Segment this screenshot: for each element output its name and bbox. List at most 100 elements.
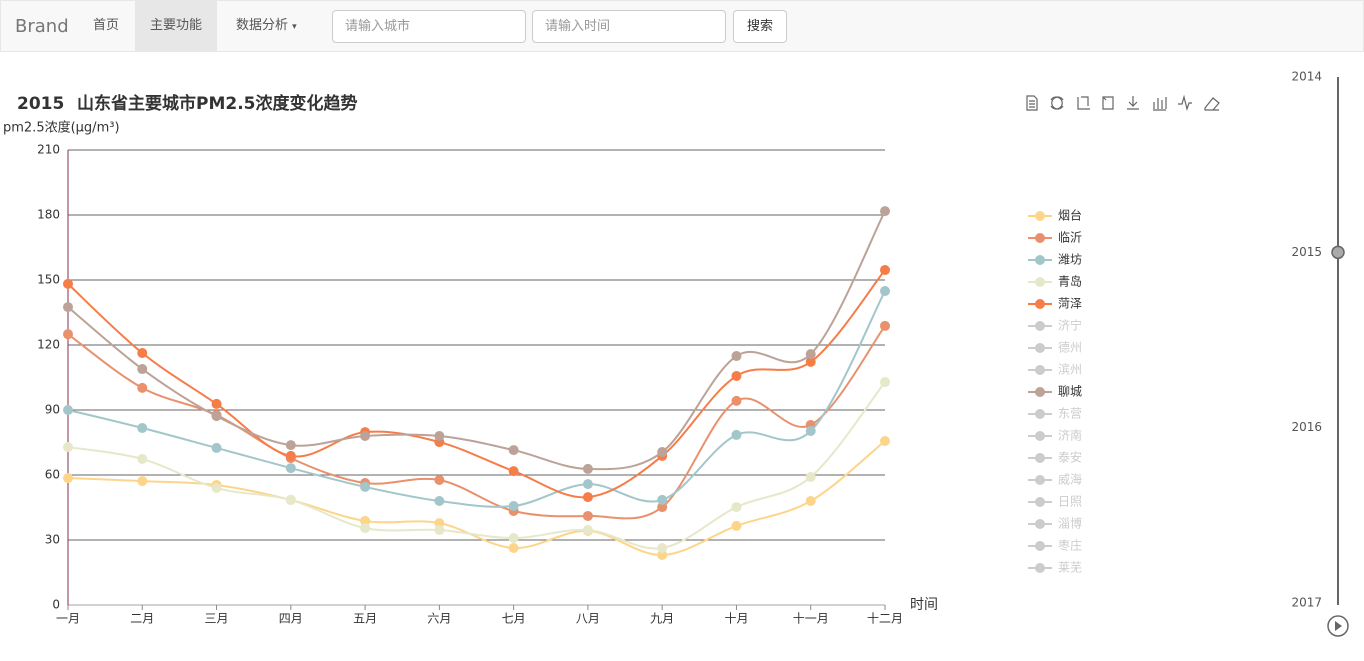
x-tick-label: 十月 [724, 612, 748, 626]
legend-icon [1035, 233, 1045, 243]
data-point [880, 265, 890, 276]
data-point [805, 426, 816, 437]
data-point [63, 405, 73, 415]
y-tick-label: 180 [37, 208, 60, 222]
legend-icon [1035, 541, 1045, 551]
data-point [137, 453, 148, 464]
play-button[interactable] [1327, 615, 1349, 637]
y-tick-label: 0 [52, 598, 60, 612]
data-point [508, 466, 519, 477]
nav-item[interactable]: 首页 [93, 18, 120, 33]
legend-label[interactable]: 菏泽 [1058, 297, 1082, 311]
tool-save[interactable] [1127, 96, 1139, 110]
y-axis-label: pm2.5浓度(μg/m³) [3, 120, 120, 136]
timeline-label[interactable]: 2015 [1291, 245, 1322, 259]
x-tick-label: 三月 [205, 612, 229, 626]
legend-label[interactable]: 威海 [1058, 472, 1082, 487]
legend-label[interactable]: 泰安 [1058, 450, 1082, 465]
nav-item[interactable]: 数据分析 ▾ [236, 18, 297, 33]
legend-icon [1035, 497, 1045, 507]
legend-label[interactable]: 淄博 [1058, 516, 1082, 531]
nav-item[interactable]: 主要功能 [135, 1, 218, 51]
legend-icon [1035, 321, 1045, 331]
y-tick-label: 60 [45, 468, 60, 482]
legend-label[interactable]: 东营 [1058, 407, 1082, 421]
city-input[interactable]: 请输入城市 [332, 10, 526, 43]
data-point [731, 429, 742, 440]
legend-icon [1035, 409, 1045, 419]
data-point [657, 494, 668, 505]
legend-icon [1035, 431, 1045, 441]
y-tick-label: 210 [37, 143, 60, 157]
legend-icon [1035, 255, 1045, 265]
y-tick-label: 150 [37, 273, 60, 287]
data-point [657, 549, 668, 560]
data-point [657, 447, 668, 458]
legend-label[interactable]: 日照 [1058, 495, 1082, 509]
data-point [434, 525, 445, 536]
data-point [434, 431, 445, 441]
data-point [805, 349, 816, 360]
data-point [880, 286, 890, 297]
x-tick-label: 九月 [650, 612, 674, 626]
tool-data-view[interactable] [1026, 95, 1038, 111]
data-point [211, 398, 222, 409]
legend-label[interactable]: 枣庄 [1058, 538, 1082, 553]
tool-clear[interactable] [1204, 97, 1220, 111]
time-input[interactable]: 请输入时间 [532, 10, 726, 43]
data-point [880, 377, 890, 388]
y-tick-label: 120 [37, 338, 60, 352]
tool-bar[interactable] [1153, 97, 1167, 111]
tool-restore[interactable] [1050, 96, 1064, 110]
y-tick-label: 90 [45, 403, 60, 417]
data-point [211, 483, 222, 493]
data-point [285, 440, 296, 451]
legend-label[interactable]: 聊城 [1058, 385, 1082, 399]
legend-label[interactable]: 德州 [1058, 340, 1082, 355]
data-point [508, 500, 519, 511]
x-tick-label: 四月 [279, 612, 303, 626]
data-point [582, 479, 593, 490]
data-point [137, 364, 148, 375]
navbar: Brand 首页 主要功能 数据分析 ▾ 请输入城市 请输入时间 搜索 [0, 0, 1364, 52]
legend-label[interactable]: 莱芜 [1058, 561, 1082, 575]
series-line [67, 269, 886, 499]
data-point [434, 518, 445, 529]
data-point [582, 525, 593, 536]
legend-label[interactable]: 烟台 [1058, 208, 1082, 223]
data-point [434, 496, 445, 506]
timeline-label[interactable]: 2017 [1291, 596, 1322, 610]
legend-icon [1035, 475, 1045, 485]
data-point [137, 422, 148, 433]
tool-zoom[interactable] [1077, 96, 1090, 110]
data-point [63, 278, 73, 289]
legend-label[interactable]: 滨州 [1058, 362, 1082, 377]
chart: 2015 山东省主要城市PM2.5浓度变化趋势 pm2.5浓度(μg/m³) 时… [3, 70, 1349, 637]
legend-label[interactable]: 临沂 [1058, 231, 1082, 245]
search-button[interactable]: 搜索 [733, 10, 787, 43]
legend-icon [1035, 211, 1045, 221]
data-point [880, 320, 890, 331]
play-icon [1335, 621, 1342, 631]
x-tick-label: 六月 [427, 612, 451, 626]
timeline-label[interactable]: 2014 [1291, 70, 1322, 84]
data-point [285, 463, 296, 474]
data-point [731, 351, 742, 362]
y-tick-label: 30 [45, 533, 60, 547]
brand[interactable]: Brand [15, 16, 69, 37]
data-point [582, 510, 593, 521]
data-point [285, 494, 296, 505]
legend-icon [1035, 519, 1045, 529]
data-point [805, 356, 816, 367]
timeline-label[interactable]: 2016 [1291, 420, 1322, 434]
x-tick-label: 五月 [353, 612, 377, 626]
legend-label[interactable]: 青岛 [1058, 274, 1082, 289]
tool-line[interactable] [1178, 94, 1192, 112]
legend-label[interactable]: 济宁 [1058, 318, 1082, 333]
legend-label[interactable]: 潍坊 [1058, 252, 1082, 267]
tool-zoom-back[interactable] [1102, 96, 1114, 110]
data-point [508, 445, 519, 456]
legend-label[interactable]: 济南 [1058, 428, 1082, 443]
x-tick-label: 十一月 [793, 612, 829, 626]
x-tick-label: 七月 [502, 612, 526, 626]
